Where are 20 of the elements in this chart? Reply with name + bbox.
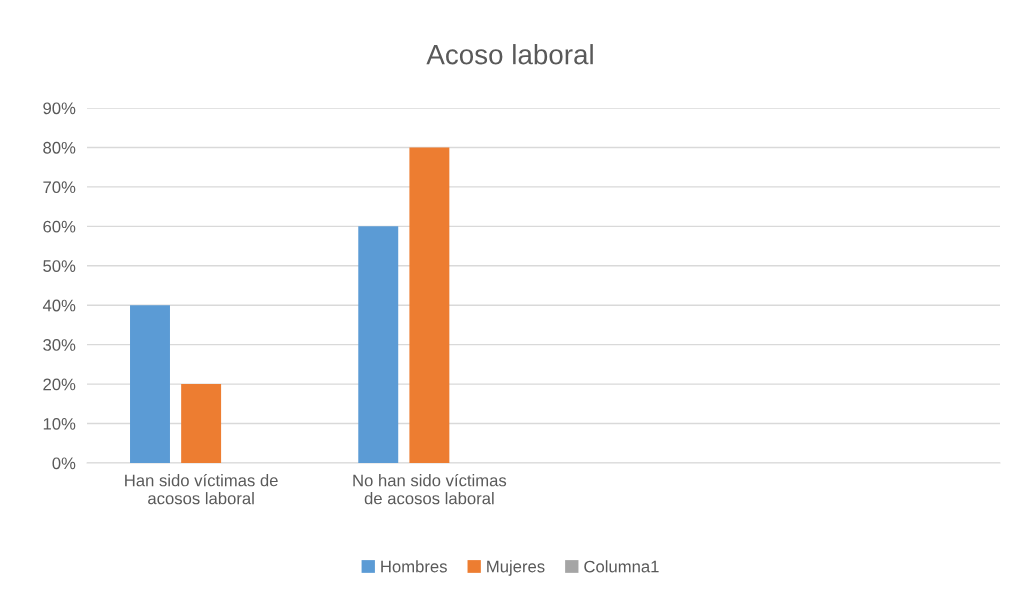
bar — [130, 305, 170, 463]
y-tick-label: 90% — [43, 102, 76, 115]
y-tick-label: 40% — [42, 299, 76, 312]
y-tick-label: 30% — [43, 339, 76, 351]
y-tick-label: 80% — [43, 141, 76, 154]
y-tick-label: 60% — [43, 220, 76, 233]
bar — [181, 384, 222, 463]
bar — [358, 226, 399, 463]
chart-title: Acoso laboral — [426, 44, 593, 65]
legend-label: Hombres — [381, 560, 447, 573]
bar — [409, 147, 450, 463]
y-tick-label: 10% — [43, 417, 76, 430]
x-tick-label: Han sido víctimas de acosos laboral — [125, 473, 278, 505]
legend-label: Mujeres — [487, 560, 545, 576]
y-tick-label: 70% — [43, 181, 76, 194]
x-tick-label: No han sido víctimas de acosos laboral — [353, 473, 507, 505]
y-tick-label: 50% — [43, 260, 76, 272]
y-tick-label: 0% — [52, 457, 76, 470]
y-tick-label: 20% — [43, 378, 76, 391]
legend-label: Columna1 — [584, 560, 659, 573]
